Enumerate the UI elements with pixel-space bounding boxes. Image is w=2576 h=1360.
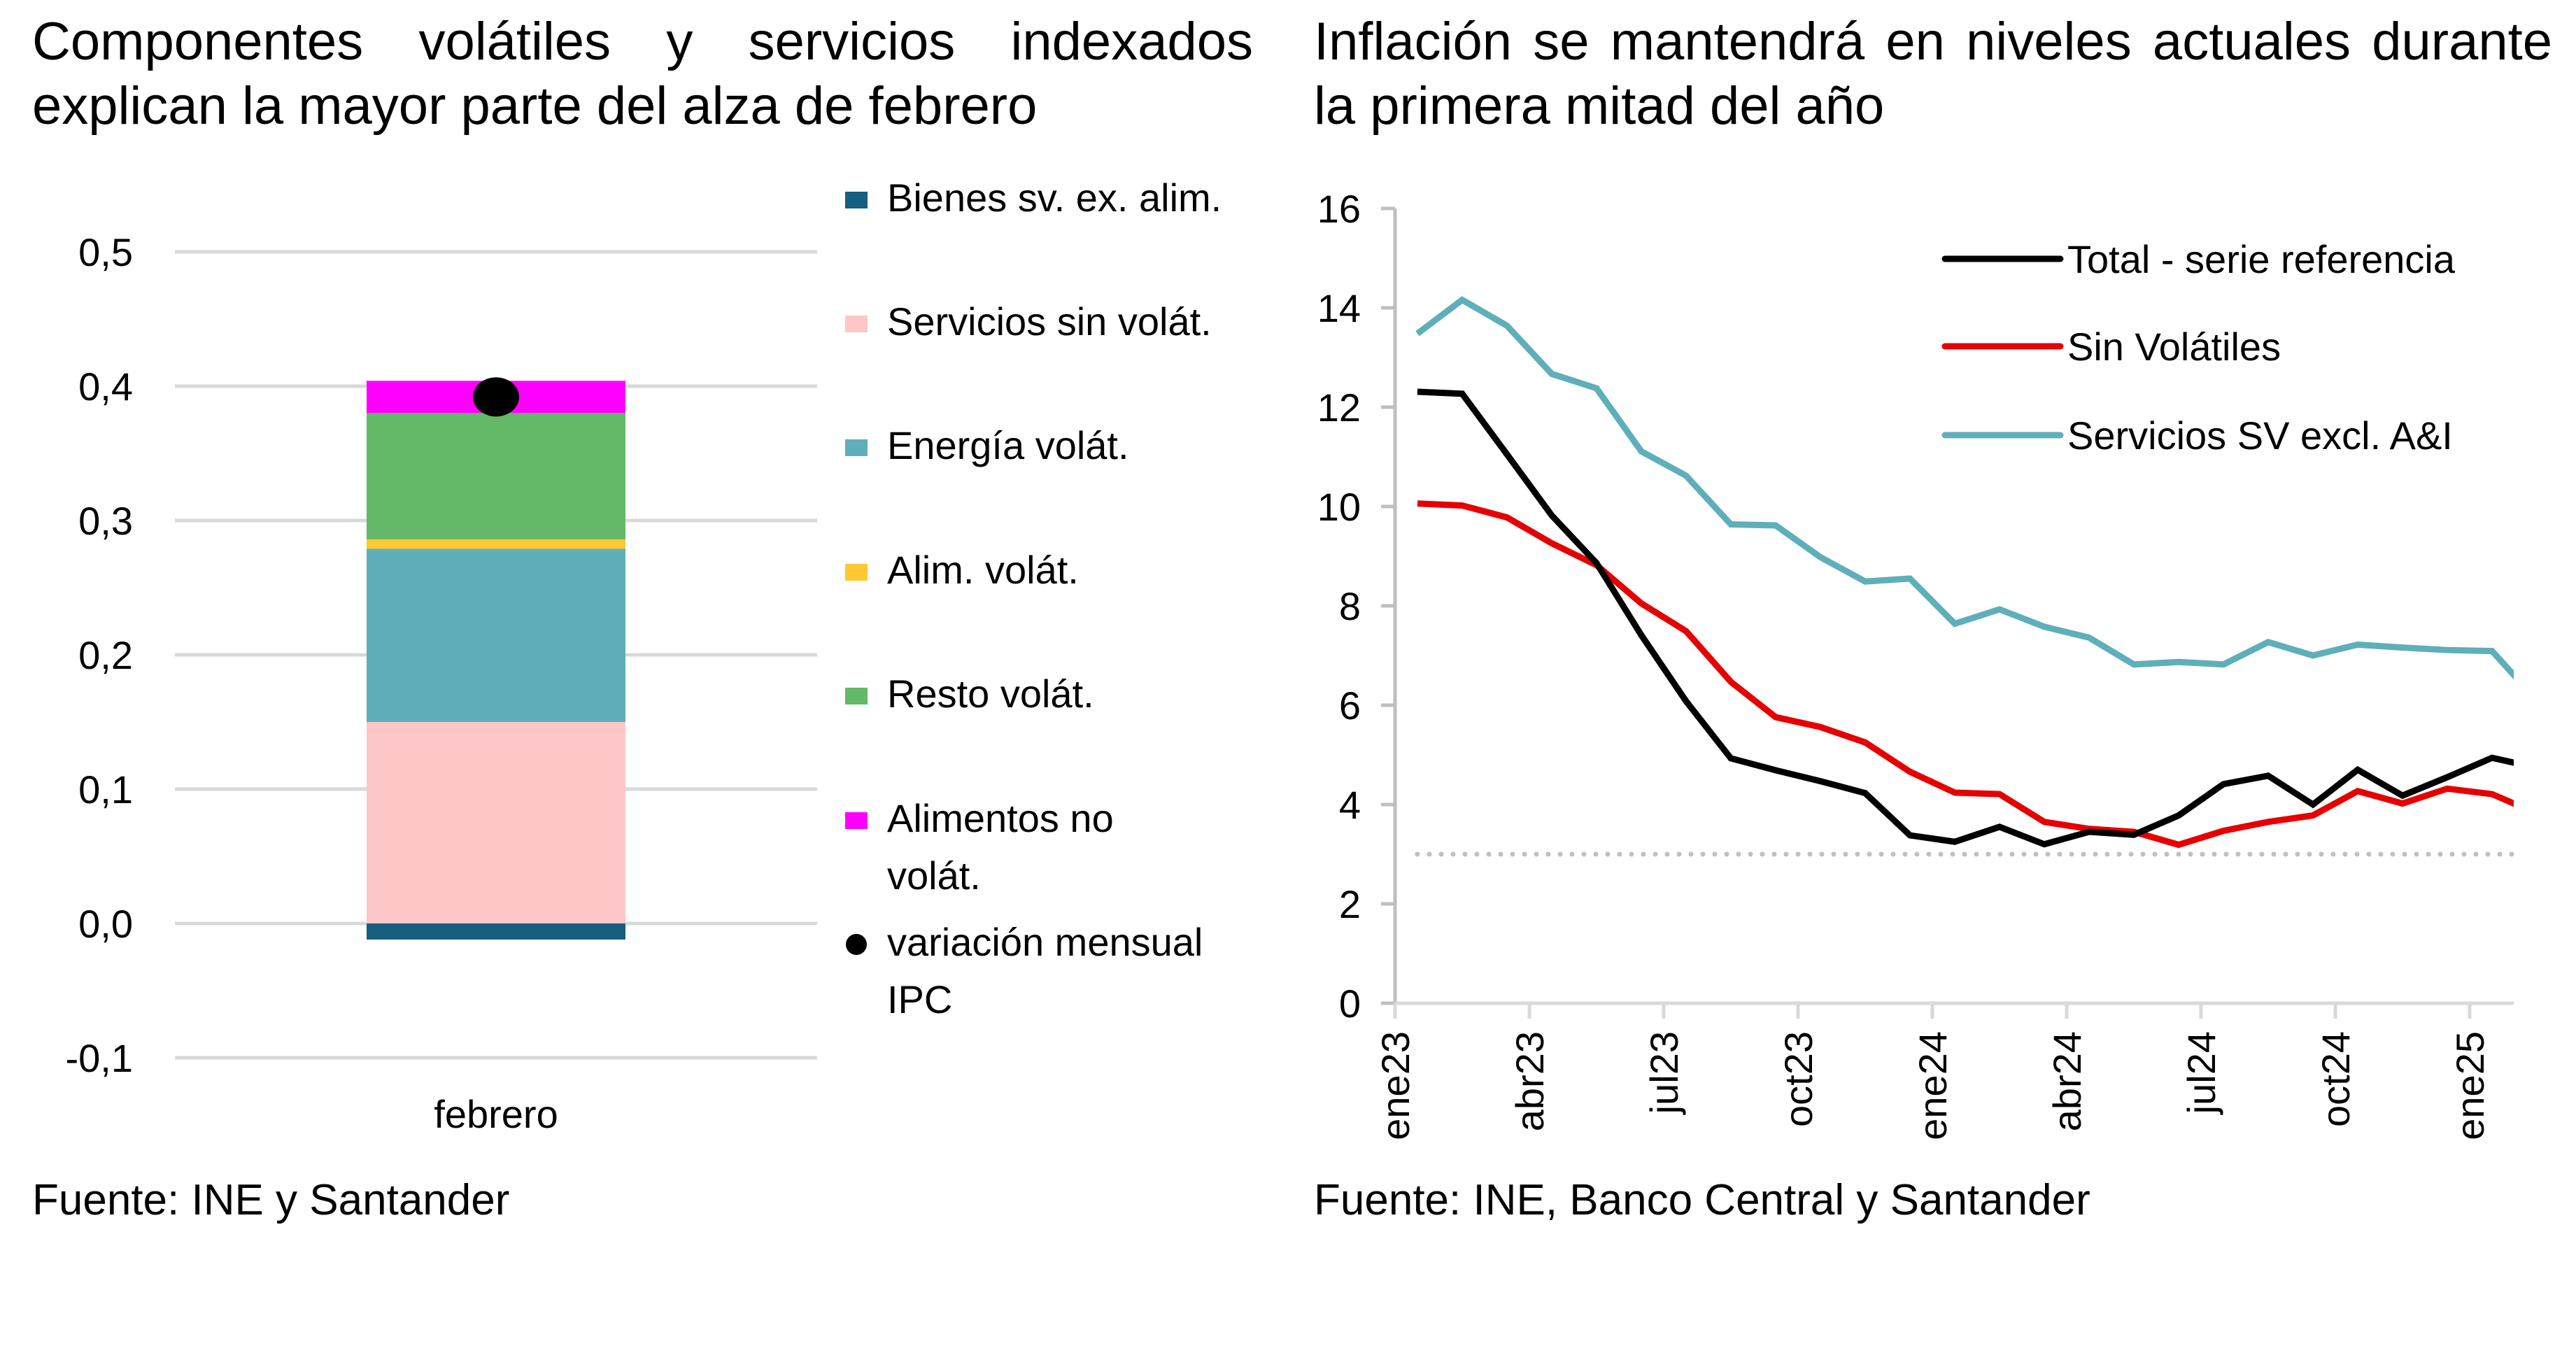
legend-label: Energía volát. [887, 423, 1129, 467]
right-source-note: Fuente: INE, Banco Central y Santander [1314, 1176, 2090, 1224]
x-tick-label: ene23 [1373, 1031, 1417, 1140]
legend-label: Servicios SV excl. A&I [2067, 413, 2453, 458]
y-tick-label: 0,5 [78, 230, 133, 274]
series-line [1417, 388, 2514, 848]
y-tick-label: 6 [1339, 683, 1361, 728]
legend-label: Resto volát. [887, 672, 1094, 716]
y-tick-label: 10 [1317, 485, 1361, 529]
x-category-label: febrero [434, 1092, 558, 1136]
y-tick-label: 0,0 [78, 902, 133, 946]
y-tick-label: 12 [1317, 385, 1361, 430]
legend-swatch [845, 439, 868, 456]
y-tick-label: 0,1 [78, 767, 133, 812]
bar-segment [367, 413, 625, 539]
left-chart-title: Componentes volátiles y servicios indexa… [32, 12, 1253, 136]
y-tick-label: 4 [1339, 783, 1361, 827]
legend-swatch [845, 688, 868, 704]
legend-swatch [845, 564, 868, 581]
legend-marker [846, 934, 867, 955]
legend-label: Total - serie referencia [2067, 237, 2456, 281]
legend-swatch [845, 812, 868, 829]
legend-label: Bienes sv. ex. alim. [887, 176, 1222, 220]
x-tick-label: jul24 [2179, 1031, 2223, 1115]
monthly-cpi-marker [473, 377, 519, 417]
legend-swatch [845, 316, 868, 332]
series-group [1415, 296, 2514, 849]
y-tick-label: 0,2 [78, 633, 133, 677]
bar-segment [367, 923, 625, 940]
legend-label: Alimentos no [887, 796, 1114, 840]
left-source-note: Fuente: INE y Santander [32, 1176, 510, 1224]
legend-swatch [845, 192, 868, 208]
y-tick-label: 0,4 [78, 364, 133, 409]
x-tick-label: abr23 [1508, 1031, 1552, 1131]
y-tick-label: 8 [1339, 584, 1361, 628]
y-tick-label: -0,1 [66, 1036, 134, 1080]
bar-segment [367, 548, 625, 722]
legend-label: Alim. volát. [887, 548, 1079, 592]
x-tick-label: ene24 [1911, 1031, 1955, 1140]
y-tick-label: 16 [1317, 187, 1361, 231]
series-line [1415, 296, 2514, 680]
right-chart-title: Inflación se mantendrá en niveles actual… [1314, 12, 2552, 136]
bar-segment [367, 539, 625, 549]
legend-label: Servicios sin volát. [887, 299, 1212, 343]
y-tick-label: 0,3 [78, 499, 133, 543]
y-tick-label: 14 [1317, 286, 1361, 330]
bar-segment [367, 722, 625, 923]
x-tick-label: jul23 [1642, 1031, 1686, 1115]
y-tick-label: 0 [1339, 982, 1361, 1026]
stacked-bar-chart: -0,1 0,0 0,1 0,2 0,3 0,4 0,5 febrero Bienes sv. … [66, 176, 1222, 1136]
x-tick-label: ene25 [2448, 1031, 2492, 1140]
legend-label: volát. [887, 853, 981, 898]
x-tick-label: oct24 [2314, 1031, 2358, 1127]
legend-label: variación mensual [887, 920, 1203, 964]
y-tick-label: 2 [1339, 882, 1361, 926]
x-tick-label: oct23 [1776, 1031, 1820, 1127]
legend-label: Sin Volátiles [2067, 325, 2281, 369]
legend-label: IPC [887, 977, 952, 1021]
x-tick-label: abr24 [2045, 1031, 2089, 1131]
